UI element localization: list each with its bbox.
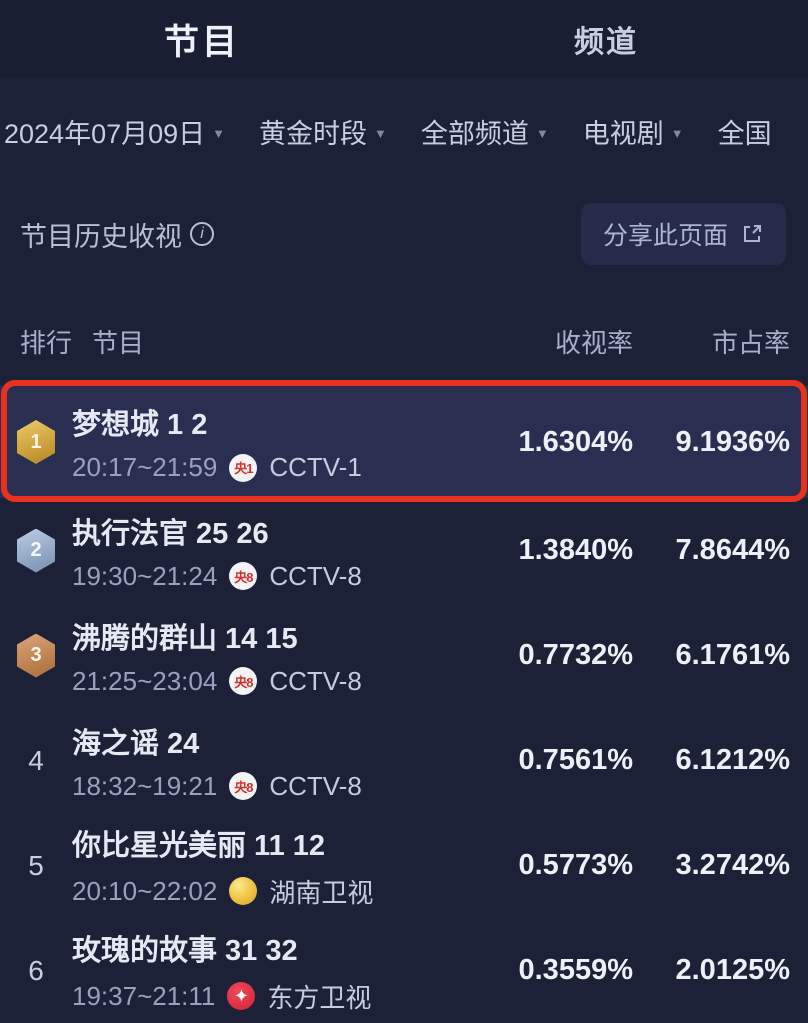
- ranking-list: 1 梦想城 1 2 20:17~21:59 央1 CCTV-1 1.6304% …: [0, 380, 808, 1023]
- table-header: 排行 节目 收视率 市占率: [0, 323, 808, 360]
- market-share-value: 6.1212%: [675, 744, 791, 776]
- market-share-value: 6.1761%: [675, 639, 791, 671]
- rank-number: 4: [28, 744, 44, 776]
- channel-name: CCTV-8: [269, 665, 362, 696]
- tab-programs[interactable]: 节目: [163, 22, 240, 62]
- channel-logo-icon: 央1: [229, 453, 258, 482]
- section-header: 节目历史收视 i 分享此页面: [0, 203, 808, 265]
- header-program: 节目: [92, 328, 145, 358]
- table-row[interactable]: 3 沸腾的群山 14 15 21:25~23:04 央8 CCTV-8 0.77…: [0, 603, 808, 708]
- filter-date-label: 2024年07月09日: [4, 119, 206, 149]
- rating-value: 1.6304%: [518, 425, 634, 458]
- chevron-down-icon: ▼: [670, 126, 684, 141]
- market-share-value: 7.8644%: [675, 534, 791, 566]
- table-row[interactable]: 6 玫瑰的故事 31 32 19:37~21:11 ✦ 东方卫视 0.3559%…: [0, 918, 808, 1023]
- section-title: 节目历史收视 i: [20, 215, 214, 254]
- rank-badge: 4: [0, 745, 72, 777]
- filter-genre-label: 电视剧: [582, 119, 664, 149]
- rank-number: 5: [28, 849, 44, 881]
- filter-channel-group[interactable]: 全部频道 ▼: [421, 112, 549, 151]
- filter-channel-group-label: 全部频道: [420, 119, 529, 149]
- header-market-share: 市占率: [711, 328, 790, 358]
- rating-value: 0.5773%: [518, 849, 634, 881]
- filter-date[interactable]: 2024年07月09日 ▼: [4, 112, 225, 151]
- channel-name: CCTV-8: [269, 560, 362, 591]
- rank-badge: 2: [0, 528, 72, 573]
- share-page-label: 分享此页面: [602, 222, 728, 250]
- rank-badge: 3: [0, 633, 72, 678]
- rank-badge: 1: [0, 420, 72, 464]
- broadcast-time: 20:10~22:02: [72, 875, 218, 906]
- section-title-label: 节目历史收视: [20, 221, 182, 252]
- broadcast-time: 18:32~19:21: [72, 770, 218, 801]
- table-row[interactable]: 5 你比星光美丽 11 12 20:10~22:02 湖南卫视 0.5773% …: [0, 813, 808, 918]
- channel-name: 湖南卫视: [269, 877, 374, 908]
- chevron-down-icon: ▼: [212, 126, 226, 141]
- program-title: 梦想城 1 2: [72, 409, 208, 441]
- channel-logo-icon: ✦: [227, 982, 256, 1010]
- filter-timeslot-label: 黄金时段: [259, 119, 368, 149]
- channel-logo-icon: 央8: [229, 667, 258, 695]
- broadcast-time: 21:25~23:04: [72, 665, 218, 696]
- header-rank: 排行: [20, 328, 73, 358]
- filter-genre[interactable]: 电视剧 ▼: [583, 112, 684, 151]
- filter-region[interactable]: 全国: [718, 112, 772, 151]
- program-title: 执行法官 25 26: [72, 517, 269, 550]
- table-row[interactable]: 4 海之谣 24 18:32~19:21 央8 CCTV-8 0.7561% 6…: [0, 708, 808, 813]
- channel-name: CCTV-1: [269, 452, 362, 482]
- chevron-down-icon: ▼: [535, 126, 549, 141]
- rank-hexagon-badge: 3: [17, 633, 55, 678]
- channel-logo-icon: 央8: [229, 562, 258, 590]
- rank-hexagon-badge: 2: [17, 528, 55, 573]
- program-title: 玫瑰的故事 31 32: [72, 934, 298, 967]
- rating-value: 1.3840%: [518, 534, 634, 566]
- share-page-button[interactable]: 分享此页面: [580, 203, 786, 265]
- program-title: 海之谣 24: [72, 727, 200, 760]
- rank-badge: 6: [0, 955, 72, 987]
- broadcast-time: 20:17~21:59: [72, 452, 218, 482]
- tab-channels[interactable]: 频道: [574, 26, 638, 59]
- table-row[interactable]: 2 执行法官 25 26 19:30~21:24 央8 CCTV-8 1.384…: [0, 498, 808, 603]
- chevron-down-icon: ▼: [374, 126, 387, 141]
- broadcast-time: 19:37~21:11: [72, 980, 216, 1011]
- rank-hexagon-badge: 1: [17, 420, 55, 464]
- header-rating: 收视率: [554, 328, 633, 358]
- rank-number: 6: [28, 954, 44, 986]
- filter-bar: 2024年07月09日 ▼ 黄金时段 ▼ 全部频道 ▼ 电视剧 ▼ 全国: [0, 112, 808, 151]
- rating-value: 0.7561%: [518, 744, 634, 776]
- info-icon[interactable]: i: [190, 222, 214, 246]
- program-title: 你比星光美丽 11 12: [72, 829, 326, 862]
- program-title: 沸腾的群山 14 15: [72, 622, 298, 655]
- market-share-value: 2.0125%: [675, 954, 791, 986]
- broadcast-time: 19:30~21:24: [72, 560, 218, 591]
- filter-region-label: 全国: [717, 119, 772, 149]
- rating-value: 0.3559%: [518, 954, 634, 986]
- market-share-value: 9.1936%: [675, 425, 791, 458]
- filter-timeslot[interactable]: 黄金时段 ▼: [259, 112, 387, 151]
- channel-name: 东方卫视: [267, 982, 372, 1013]
- external-link-icon: [740, 222, 764, 246]
- market-share-value: 3.2742%: [675, 849, 791, 881]
- rating-value: 0.7732%: [518, 639, 634, 671]
- channel-logo-icon: [229, 877, 258, 905]
- top-tab-bar: 节目 频道: [0, 0, 808, 78]
- rank-badge: 5: [0, 850, 72, 882]
- table-row[interactable]: 1 梦想城 1 2 20:17~21:59 央1 CCTV-1 1.6304% …: [0, 380, 808, 502]
- channel-name: CCTV-8: [269, 770, 362, 801]
- channel-logo-icon: 央8: [229, 772, 258, 800]
